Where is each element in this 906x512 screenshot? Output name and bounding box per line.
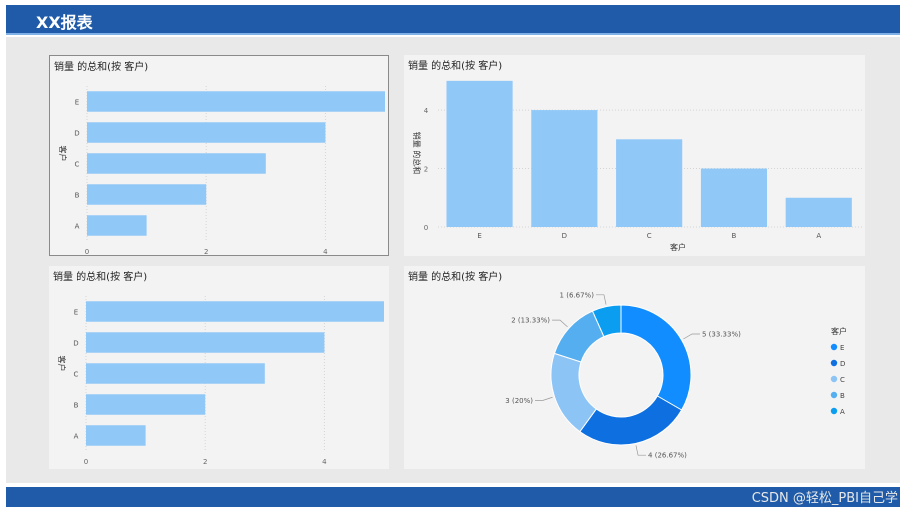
bar bbox=[86, 332, 325, 353]
bar bbox=[86, 363, 265, 384]
y-tick-label: C bbox=[74, 371, 79, 379]
bar bbox=[785, 197, 852, 227]
legend-label: C bbox=[840, 376, 845, 384]
leader-line bbox=[635, 445, 647, 456]
bar bbox=[86, 301, 384, 322]
bar bbox=[86, 425, 146, 446]
data-label: 5 (33.33%) bbox=[702, 331, 741, 339]
y-tick-label: C bbox=[75, 161, 80, 169]
hbar-chart-1[interactable]: 销量 的总和(按 客户) 024EDCBA销量 的总和客户 bbox=[49, 55, 389, 256]
y-tick-label: 2 bbox=[424, 166, 428, 174]
bar bbox=[446, 80, 513, 227]
bar bbox=[87, 122, 326, 143]
data-label: 2 (13.33%) bbox=[511, 317, 550, 325]
y-tick-label: 4 bbox=[424, 107, 429, 115]
y-tick-label: A bbox=[74, 433, 79, 441]
x-tick-label: 2 bbox=[204, 248, 208, 256]
x-tick-label: E bbox=[477, 232, 481, 240]
y-tick-label: A bbox=[75, 223, 80, 231]
y-tick-label: D bbox=[73, 340, 78, 348]
y-tick-label: E bbox=[75, 99, 79, 107]
y-axis-title: 客户 bbox=[58, 146, 68, 162]
data-label: 1 (6.67%) bbox=[560, 291, 595, 299]
leader-line bbox=[552, 319, 568, 328]
donut-chart-svg: 5 (33.33%) 4 (26.67%) 3 (20%) 2 (13.33%) 1 (… bbox=[505, 291, 847, 460]
y-axis-title: 客户 bbox=[57, 356, 67, 372]
vbar-chart[interactable]: 销量 的总和(按 客户) 0 2 4 E D C B A 客户 销量 的总和 bbox=[404, 55, 865, 256]
vbar-chart-svg: 0 2 4 E D C B A 客户 销量 的总和 bbox=[412, 80, 862, 252]
y-tick-label: B bbox=[74, 402, 79, 410]
legend-label: E bbox=[840, 344, 844, 352]
chart-title: 销量 的总和(按 客户) bbox=[53, 272, 148, 283]
legend-title: 客户 bbox=[831, 326, 847, 336]
y-tick-label: E bbox=[74, 309, 78, 317]
x-tick-label: B bbox=[732, 232, 737, 240]
bar bbox=[87, 153, 266, 174]
donut-slice bbox=[579, 395, 683, 446]
legend-marker bbox=[830, 391, 838, 399]
chart-title: 销量 的总和(按 客户) bbox=[54, 62, 149, 73]
bar bbox=[87, 215, 147, 236]
leader-line bbox=[595, 294, 607, 305]
header-bar: XX报表 bbox=[6, 5, 900, 33]
legend-marker bbox=[830, 375, 838, 383]
x-tick-label: 2 bbox=[203, 458, 207, 466]
x-tick-label: 4 bbox=[322, 458, 327, 466]
x-axis-title: 客户 bbox=[670, 242, 686, 252]
x-axis-title: 销量 的总和 bbox=[204, 468, 247, 469]
donut-chart[interactable]: 销量 的总和(按 客户) 5 (33.33%) 4 (26.67%) 3 (20%)… bbox=[404, 266, 865, 469]
leader-line bbox=[535, 396, 553, 401]
chart-title: 销量 的总和(按 客户) bbox=[408, 272, 503, 283]
legend-marker bbox=[830, 343, 838, 351]
legend-marker bbox=[830, 359, 838, 367]
legend-marker bbox=[830, 407, 838, 415]
bar bbox=[86, 394, 206, 415]
legend-label: B bbox=[840, 392, 845, 400]
bar bbox=[87, 184, 207, 205]
donut-slice bbox=[620, 304, 692, 411]
footer-bar bbox=[6, 487, 900, 507]
x-tick-label: A bbox=[816, 232, 821, 240]
bar bbox=[531, 110, 598, 227]
footer-credit: CSDN @轻松_PBI自己学 bbox=[751, 491, 898, 506]
y-axis-title: 销量 的总和 bbox=[412, 132, 422, 175]
legend-label: D bbox=[840, 360, 845, 368]
bar bbox=[700, 168, 768, 227]
x-tick-label: 0 bbox=[85, 248, 89, 256]
x-tick-label: C bbox=[647, 232, 652, 240]
x-tick-label: 0 bbox=[84, 458, 88, 466]
y-tick-label: D bbox=[74, 130, 79, 138]
bar bbox=[616, 139, 683, 227]
x-tick-label: D bbox=[562, 232, 567, 240]
data-label: 3 (20%) bbox=[505, 397, 533, 405]
report-canvas: 销量 的总和(按 客户) 024EDCBA销量 的总和客户 销量 的总和(按 客… bbox=[6, 37, 900, 483]
hbar-chart-2[interactable]: 销量 的总和(按 客户) 0 2 4 E D C B A 销量 的总和 客户 bbox=[49, 266, 389, 469]
leader-line bbox=[683, 333, 701, 340]
x-tick-label: 4 bbox=[323, 248, 328, 256]
y-tick-label: B bbox=[75, 192, 80, 200]
donut-slice bbox=[591, 304, 622, 338]
hbar-chart-1-svg: 024EDCBA销量 的总和客户 bbox=[58, 86, 385, 256]
y-tick-label: 0 bbox=[424, 224, 428, 232]
header-accent-line bbox=[6, 33, 900, 35]
chart-title: 销量 的总和(按 客户) bbox=[408, 61, 503, 72]
data-label: 4 (26.67%) bbox=[648, 452, 687, 460]
hbar-chart-2-svg: 0 2 4 E D C B A 销量 的总和 客户 bbox=[57, 296, 384, 469]
bar bbox=[87, 91, 385, 112]
report-title: XX报表 bbox=[36, 13, 93, 32]
legend-label: A bbox=[840, 408, 845, 416]
